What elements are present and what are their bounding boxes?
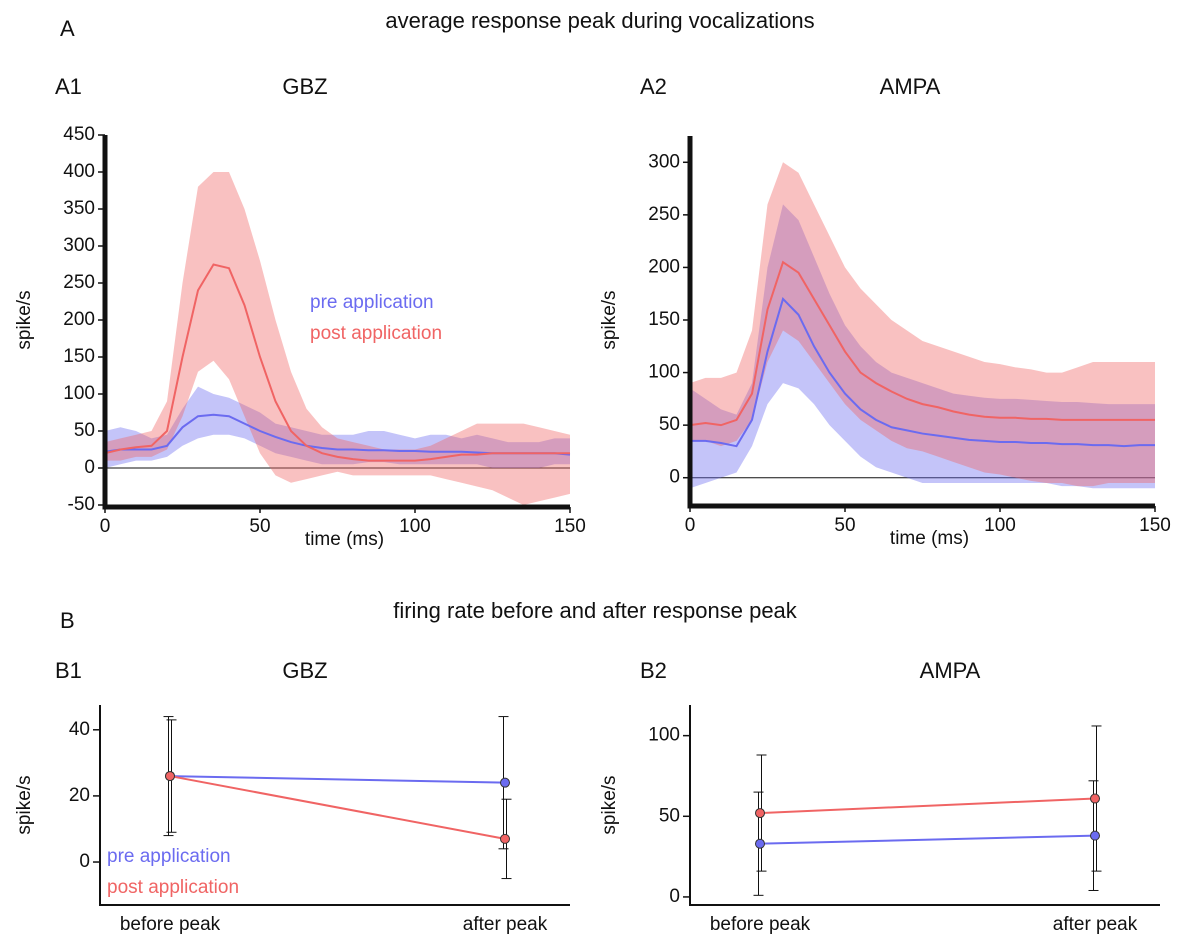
y-tick-label: 450 <box>63 124 95 145</box>
error-band <box>690 162 1155 487</box>
section-title: average response peak during vocalizatio… <box>385 8 814 33</box>
error-band <box>105 386 570 468</box>
chart-title: GBZ <box>282 658 327 683</box>
marker <box>500 833 510 844</box>
y-tick-label: 150 <box>648 309 680 330</box>
y-tick-label: 400 <box>63 161 95 182</box>
error-band <box>105 172 570 505</box>
y-tick-label: 250 <box>63 272 95 293</box>
marker <box>755 838 765 849</box>
mean-line <box>690 297 1155 448</box>
y-tick-label: 300 <box>648 151 680 172</box>
section-title: firing rate before and after response pe… <box>393 598 798 623</box>
legend-entry: pre application <box>310 292 434 313</box>
y-tick-label: 40 <box>69 719 90 740</box>
mean-line <box>689 260 1155 427</box>
x-tick-label: after peak <box>463 914 548 935</box>
panel-label: A1 <box>55 74 82 99</box>
chart-title: AMPA <box>880 74 941 99</box>
x-tick-label: 100 <box>984 515 1016 536</box>
x-tick-label: 0 <box>685 515 696 536</box>
section-label: A <box>60 16 75 41</box>
marker <box>165 771 175 782</box>
section-label: B <box>60 608 75 633</box>
line <box>169 775 506 784</box>
y-tick-label: 100 <box>648 725 680 746</box>
chart-title: AMPA <box>920 658 981 683</box>
y-tick-label: 50 <box>74 420 95 441</box>
marker <box>755 808 765 819</box>
panel-label: B1 <box>55 658 82 683</box>
y-tick-label: 150 <box>63 346 95 367</box>
x-axis-label: time (ms) <box>890 528 969 549</box>
y-tick-label: 0 <box>669 467 680 488</box>
chart-title: GBZ <box>282 74 327 99</box>
x-tick-label: before peak <box>710 914 811 935</box>
x-tick-label: after peak <box>1053 914 1138 935</box>
y-tick-label: 0 <box>84 457 95 478</box>
marker <box>1090 830 1100 841</box>
y-tick-label: 350 <box>63 198 95 219</box>
y-tick-label: 50 <box>659 805 680 826</box>
x-tick-label: 150 <box>1139 515 1171 536</box>
x-tick-label: 50 <box>834 515 855 536</box>
y-tick-label: 20 <box>69 785 90 806</box>
marker <box>500 777 510 788</box>
marker <box>1090 793 1100 804</box>
line <box>759 797 1096 815</box>
x-axis-label: time (ms) <box>305 529 384 550</box>
panel-label: A2 <box>640 74 667 99</box>
y-tick-label: 300 <box>63 235 95 256</box>
line <box>759 834 1096 845</box>
y-tick-label: 250 <box>648 204 680 225</box>
x-tick-label: 100 <box>399 516 431 537</box>
y-tick-label: 0 <box>669 886 680 907</box>
legend-entry: post application <box>107 877 239 898</box>
y-tick-label: 100 <box>63 383 95 404</box>
y-tick-label: 0 <box>79 851 90 872</box>
x-tick-label: 150 <box>554 516 586 537</box>
legend-entry: post application <box>310 323 442 344</box>
y-tick-label: 200 <box>648 256 680 277</box>
y-tick-label: -50 <box>68 494 95 515</box>
x-tick-label: 50 <box>249 516 270 537</box>
y-axis-label: spike/s <box>14 775 35 834</box>
y-axis-label: spike/s <box>14 290 35 349</box>
legend-entry: pre application <box>107 846 231 867</box>
y-tick-label: 50 <box>659 414 680 435</box>
mean-line <box>104 263 570 462</box>
error-band <box>690 204 1155 489</box>
y-axis-label: spike/s <box>599 775 620 834</box>
x-tick-label: 0 <box>100 516 111 537</box>
y-tick-label: 100 <box>648 362 680 383</box>
x-tick-label: before peak <box>120 914 221 935</box>
y-tick-label: 200 <box>63 309 95 330</box>
panel-label: B2 <box>640 658 667 683</box>
line <box>169 775 506 840</box>
y-axis-label: spike/s <box>599 290 620 349</box>
